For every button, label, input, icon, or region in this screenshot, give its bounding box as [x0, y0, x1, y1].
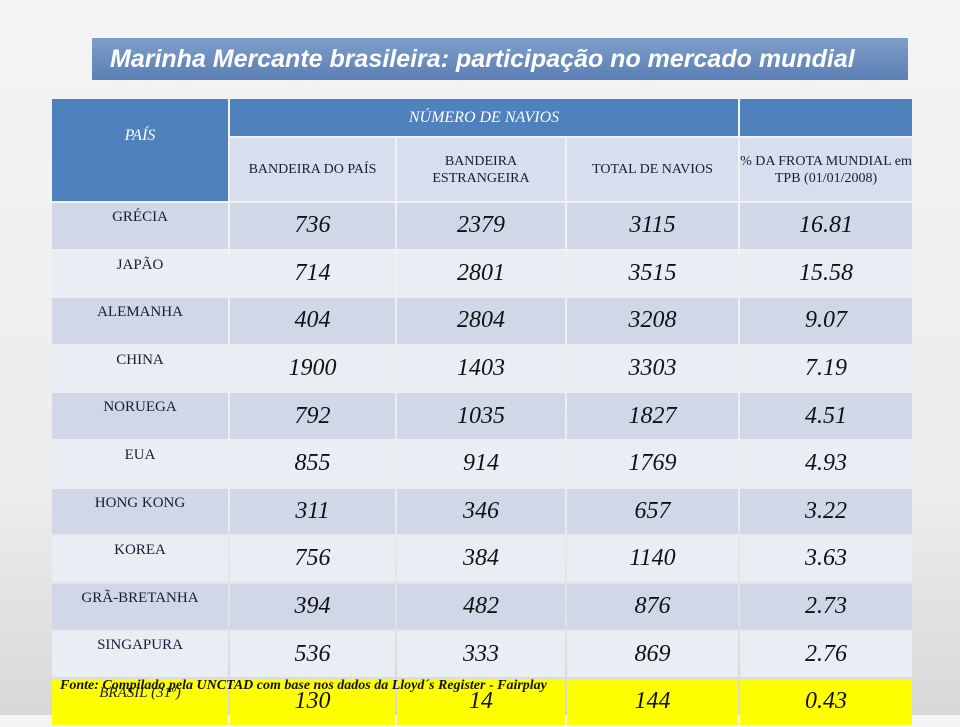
value-cell: 2.76: [740, 631, 912, 677]
value-cell: 3.22: [740, 488, 912, 535]
table: PAÍS NÚMERO DE NAVIOS BANDEIRA DO PAÍS BA…: [50, 97, 914, 727]
table-row: NORUEGA 792 1035 1827 4.51: [52, 393, 912, 439]
column-header: BANDEIRA DO PAÍS: [230, 138, 395, 201]
value-cell: 394: [230, 583, 395, 630]
value-cell: 1769: [567, 440, 738, 487]
table-row: SINGAPURA 536 333 869 2.76: [52, 631, 912, 677]
value-cell: 869: [567, 631, 738, 677]
value-cell: 15.58: [740, 250, 912, 297]
country-cell: HONG KONG: [52, 488, 228, 535]
country-cell: KOREA: [52, 536, 228, 582]
value-cell: 792: [230, 393, 395, 439]
country-header: PAÍS: [52, 99, 228, 201]
table-row: GRÉCIA 736 2379 3115 16.81: [52, 203, 912, 249]
country-cell: NORUEGA: [52, 393, 228, 439]
country-cell: CHINA: [52, 345, 228, 392]
value-cell: 144: [567, 678, 738, 725]
country-cell: ALEMANHA: [52, 298, 228, 344]
value-cell: 1035: [397, 393, 565, 439]
value-cell: 536: [230, 631, 395, 677]
table-row: KOREA 756 384 1140 3.63: [52, 536, 912, 582]
value-cell: 657: [567, 488, 738, 535]
table-row: GRÃ-BRETANHA 394 482 876 2.73: [52, 583, 912, 630]
value-cell: 756: [230, 536, 395, 582]
value-cell: 333: [397, 631, 565, 677]
value-cell: 855: [230, 440, 395, 487]
column-header: BANDEIRA ESTRANGEIRA: [397, 138, 565, 201]
value-cell: 1403: [397, 345, 565, 392]
value-cell: 876: [567, 583, 738, 630]
value-cell: 1827: [567, 393, 738, 439]
value-cell: 9.07: [740, 298, 912, 344]
value-cell: 311: [230, 488, 395, 535]
title: Marinha Mercante brasileira: participaçã…: [92, 38, 908, 80]
value-cell: 914: [397, 440, 565, 487]
value-cell: 3515: [567, 250, 738, 297]
column-header: % DA FROTA MUNDIAL em TPB (01/01/2008): [740, 138, 912, 201]
value-cell: 482: [397, 583, 565, 630]
table-row: CHINA 1900 1403 3303 7.19: [52, 345, 912, 392]
value-cell: 404: [230, 298, 395, 344]
column-header: TOTAL DE NAVIOS: [567, 138, 738, 201]
value-cell: 16.81: [740, 203, 912, 249]
value-cell: 3.63: [740, 536, 912, 582]
footer-source: Fonte: Compilado pela UNCTAD com base no…: [60, 678, 547, 693]
table-row: JAPÃO 714 2801 3515 15.58: [52, 250, 912, 297]
value-cell: 3208: [567, 298, 738, 344]
value-cell: 2804: [397, 298, 565, 344]
value-cell: 3303: [567, 345, 738, 392]
value-cell: 736: [230, 203, 395, 249]
country-cell: GRÉCIA: [52, 203, 228, 249]
table-row: ALEMANHA 404 2804 3208 9.07: [52, 298, 912, 344]
group-header: NÚMERO DE NAVIOS: [230, 99, 738, 136]
value-cell: 7.19: [740, 345, 912, 392]
value-cell: 1140: [567, 536, 738, 582]
country-cell: JAPÃO: [52, 250, 228, 297]
value-cell: 384: [397, 536, 565, 582]
value-cell: 0.43: [740, 678, 912, 725]
country-cell: GRÃ-BRETANHA: [52, 583, 228, 630]
value-cell: 346: [397, 488, 565, 535]
value-cell: 714: [230, 250, 395, 297]
value-cell: 2.73: [740, 583, 912, 630]
value-cell: 2379: [397, 203, 565, 249]
header-cell: [740, 99, 912, 136]
value-cell: 2801: [397, 250, 565, 297]
value-cell: 1900: [230, 345, 395, 392]
table-row: HONG KONG 311 346 657 3.22: [52, 488, 912, 535]
table-row: EUA 855 914 1769 4.93: [52, 440, 912, 487]
country-cell: SINGAPURA: [52, 631, 228, 677]
value-cell: 4.93: [740, 440, 912, 487]
country-cell: EUA: [52, 440, 228, 487]
value-cell: 4.51: [740, 393, 912, 439]
value-cell: 3115: [567, 203, 738, 249]
